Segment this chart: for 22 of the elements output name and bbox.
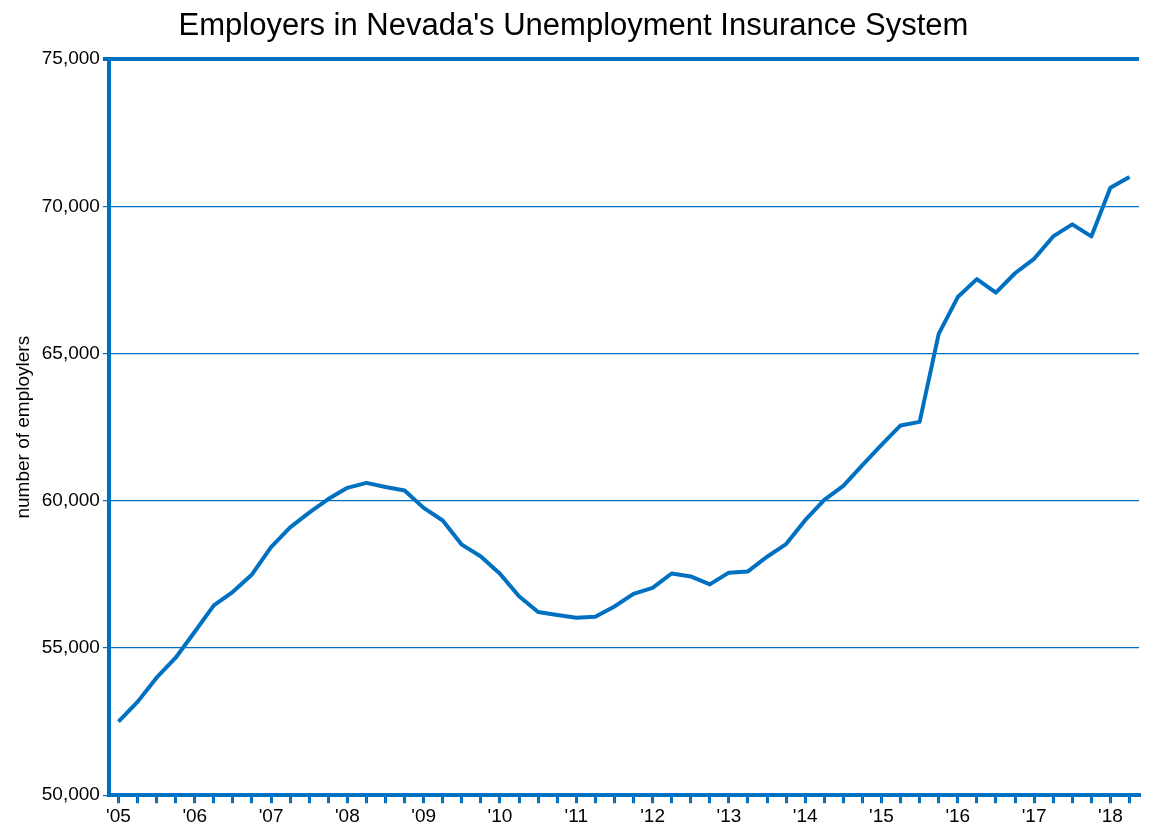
y-tick-label: 70,000: [41, 194, 100, 216]
x-tick-label: '05: [106, 804, 131, 826]
x-tick-label: '07: [258, 804, 284, 826]
y-tick-label: 65,000: [41, 341, 100, 363]
x-tick-label: '13: [716, 804, 742, 826]
x-tick-label: '09: [411, 804, 437, 826]
y-tick-label: 55,000: [41, 636, 100, 658]
x-tick-label: '11: [564, 804, 588, 826]
x-tick-label: '10: [487, 804, 513, 826]
y-axis-title: number of employlers: [11, 335, 33, 519]
y-tick-label: 50,000: [41, 783, 100, 805]
x-tick-label: '17: [1021, 804, 1047, 826]
x-tick-label: '14: [792, 804, 818, 826]
y-tick-label: 75,000: [41, 47, 100, 69]
x-tick-label: '08: [334, 804, 360, 826]
x-tick-label: '12: [640, 804, 665, 826]
chart-title: Employers in Nevada's Unemployment Insurance System: [178, 7, 969, 43]
x-tick-label: '16: [945, 804, 971, 826]
x-tick-label: '18: [1098, 804, 1123, 826]
x-tick-label: '06: [182, 804, 208, 826]
y-tick-label: 60,000: [41, 489, 100, 511]
x-tick-label: '15: [869, 804, 894, 826]
